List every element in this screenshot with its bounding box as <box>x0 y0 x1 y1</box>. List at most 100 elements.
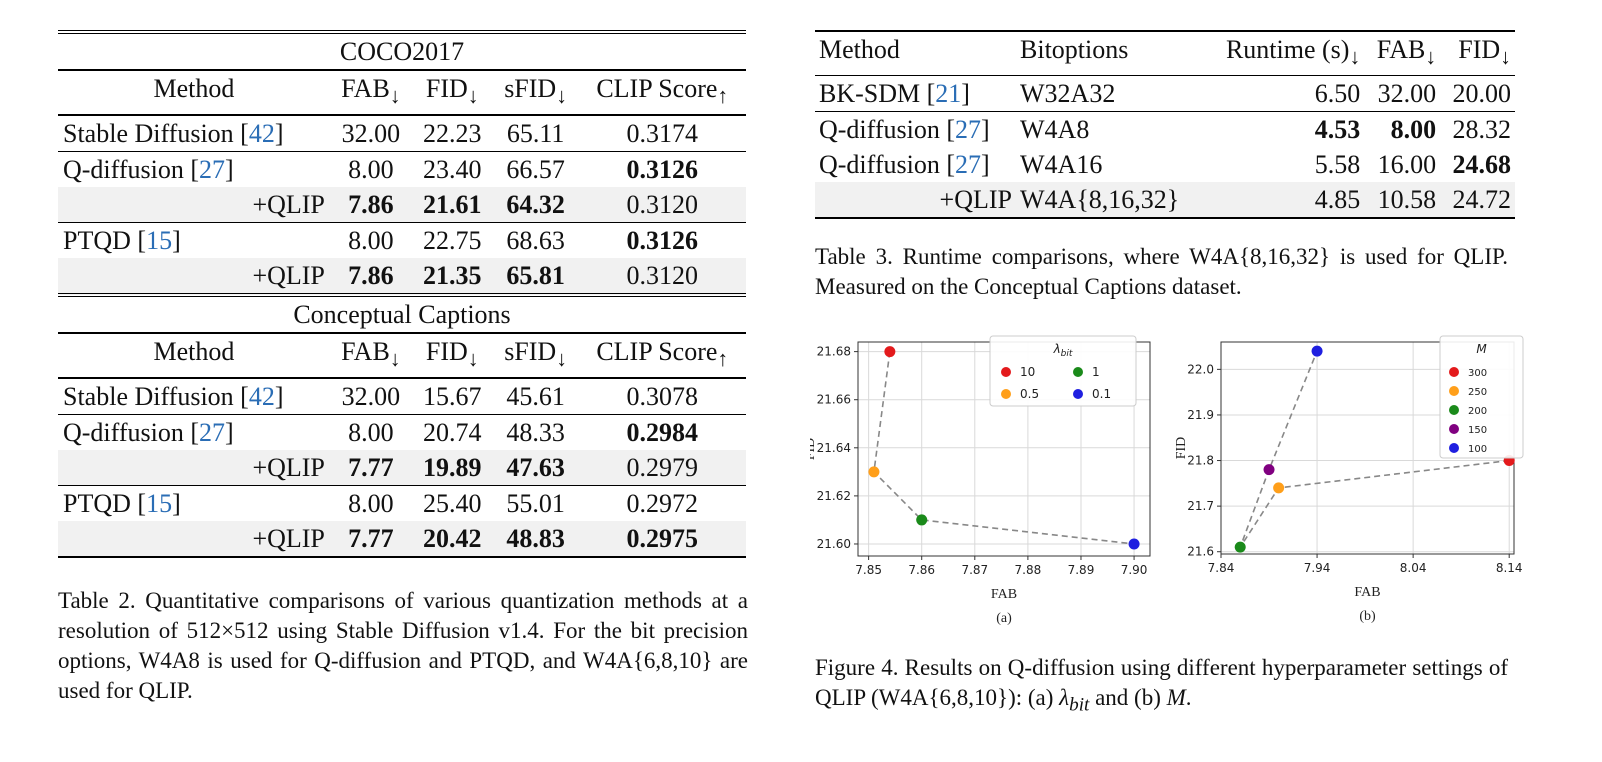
citation-bracket: ] <box>274 382 284 412</box>
sort-arrow: ↓ <box>1425 45 1437 70</box>
header-row: Method FAB↓ FID↓ sFID↓ CLIP Score↑ <box>58 332 746 379</box>
legend-label: 1 <box>1092 365 1100 379</box>
method-cell: +QLIP <box>815 182 1016 220</box>
method-name: Q-diffusion [ <box>63 418 200 448</box>
x-tick-label: 7.90 <box>1121 563 1148 577</box>
data-point-1 <box>916 514 928 526</box>
value-cell: 0.3126 <box>578 222 746 259</box>
value-cell: 22.23 <box>411 114 493 152</box>
legend-label: 250 <box>1468 387 1487 398</box>
data-point-0.1 <box>1128 538 1140 550</box>
column-header: Bitoptions <box>1016 30 1205 76</box>
value-cell: 64.32 <box>492 187 579 223</box>
section-title-row: COCO2017 <box>58 30 746 70</box>
table-3: Method Bitoptions Runtime (s)↓ FAB↓ FID↓ BK-S… <box>815 30 1515 220</box>
legend-box <box>1439 335 1524 459</box>
sort-arrow: ↓ <box>467 347 479 372</box>
column-header: FAB↓ <box>1364 30 1441 76</box>
value-cell: 8.00 <box>329 414 412 451</box>
method-name: +QLIP <box>252 190 325 220</box>
x-axis-label: FAB <box>1354 585 1380 600</box>
x-tick-label: 8.14 <box>1496 561 1523 575</box>
legend: λbit 10 1 0.5 0.1 <box>989 335 1137 407</box>
citation-bracket: ] <box>225 155 234 185</box>
legend-label: 150 <box>1468 425 1487 436</box>
y-tick-label: 22.0 <box>1187 362 1214 376</box>
column-header-label: FID <box>425 74 468 103</box>
column-header: CLIP Score↑ <box>578 68 746 116</box>
value-cell: 21.61 <box>411 187 493 223</box>
table-row: Q-diffusion [27] W4A8 4.53 8.00 28.32 <box>815 111 1515 148</box>
value-cell: 24.72 <box>1440 182 1515 220</box>
method-cell: +QLIP <box>58 450 330 486</box>
sort-arrow: ↑ <box>717 347 729 372</box>
legend-marker-1 <box>1073 367 1083 377</box>
y-tick-label: 21.64 <box>817 441 851 455</box>
citation-link: 42 <box>248 382 275 412</box>
method-cell: +QLIP <box>58 521 330 559</box>
value-cell: 55.01 <box>492 485 579 522</box>
citation-bracket: ] <box>172 226 181 256</box>
column-header: FAB↓ <box>329 68 412 116</box>
value-cell: 21.35 <box>411 258 493 296</box>
value-cell: 24.68 <box>1452 150 1512 180</box>
chart-panel-a: 7.85 7.86 7.87 7.88 7.89 7.90 21.60 21.62 21.64 2… <box>810 335 1151 626</box>
column-header: sFID↓ <box>492 68 579 116</box>
value-cell: 22.75 <box>411 222 493 259</box>
data-point-200 <box>1234 541 1246 553</box>
value-cell: 32.00 <box>329 377 412 415</box>
table-row: PTQD [15] 8.00 22.75 68.63 0.3126 <box>58 222 746 259</box>
y-tick-label: 21.7 <box>1187 499 1214 513</box>
x-tick-label: 7.87 <box>961 563 988 577</box>
table-row: PTQD [15] 8.00 25.40 55.01 0.2972 <box>58 485 746 522</box>
data-point-100 <box>1311 345 1323 357</box>
data-point-150 <box>1263 464 1275 476</box>
value-cell: 0.2972 <box>578 485 746 522</box>
sort-arrow: ↓ <box>1500 45 1511 70</box>
method-name: Stable Diffusion [ <box>63 119 249 149</box>
value-cell: 20.74 <box>411 414 493 451</box>
method-cell: Stable Diffusion [42] <box>58 114 330 152</box>
method-cell: Q-diffusion [27] <box>58 414 330 451</box>
column-header: CLIP Score↑ <box>578 332 746 379</box>
figure-4-caption-text-3: . <box>1185 685 1192 710</box>
citation-bracket: ] <box>225 418 234 448</box>
citation-bracket: ] <box>172 489 181 519</box>
bitoptions-cell: W4A16 <box>1020 150 1103 180</box>
table-2-caption: Table 2. Quantitative comparisons of var… <box>58 588 748 703</box>
table-3-caption: Table 3. Runtime comparisons, where W4A{… <box>815 244 1508 299</box>
sort-arrow: ↓ <box>556 84 568 109</box>
value-cell: 65.81 <box>492 258 579 296</box>
citation-link: 27 <box>955 115 982 145</box>
y-tick-label: 21.68 <box>817 345 851 359</box>
data-point-0.5 <box>868 466 880 478</box>
method-name: Q-diffusion [ <box>819 150 956 180</box>
y-tick-label: 21.8 <box>1187 454 1214 468</box>
value-cell: 25.40 <box>411 485 493 522</box>
method-name: PTQD [ <box>63 226 147 256</box>
legend-marker-0.5 <box>1001 389 1011 399</box>
column-header-label: FID <box>425 337 468 367</box>
y-tick-label: 21.6 <box>1187 545 1214 559</box>
subfigure-label: (b) <box>1359 609 1376 624</box>
value-cell: 7.86 <box>329 258 412 296</box>
citation-link: 27 <box>199 155 226 185</box>
table-3-grid: Method Bitoptions Runtime (s)↓ FAB↓ FID↓ BK-S… <box>815 30 1515 220</box>
table-row: +QLIP 7.86 21.35 65.81 0.3120 <box>58 258 746 296</box>
value-cell: 19.89 <box>411 450 493 486</box>
value-cell: 68.63 <box>492 222 579 259</box>
legend-marker-200 <box>1449 405 1459 415</box>
column-header: FAB↓ <box>329 332 412 379</box>
sort-arrow: ↑ <box>717 84 729 109</box>
table-2: COCO2017 Method FAB↓ FID↓ sFID↓ CLIP Score↑ St… <box>58 30 746 559</box>
column-header: Method <box>815 30 1016 76</box>
legend-title-main: M <box>1476 342 1487 356</box>
table-row: BK-SDM [21] W32A32 6.50 32.00 20.00 <box>815 75 1515 112</box>
y-tick-label: 21.66 <box>817 393 851 407</box>
legend-marker-300 <box>1449 367 1459 377</box>
value-cell: 7.86 <box>329 187 412 223</box>
value-cell: 28.32 <box>1440 111 1515 148</box>
figure-4-caption-text-2: and (b) <box>1089 685 1167 710</box>
legend-label: 0.1 <box>1092 387 1111 401</box>
table-row: +QLIP 7.77 19.89 47.63 0.2979 <box>58 450 746 486</box>
